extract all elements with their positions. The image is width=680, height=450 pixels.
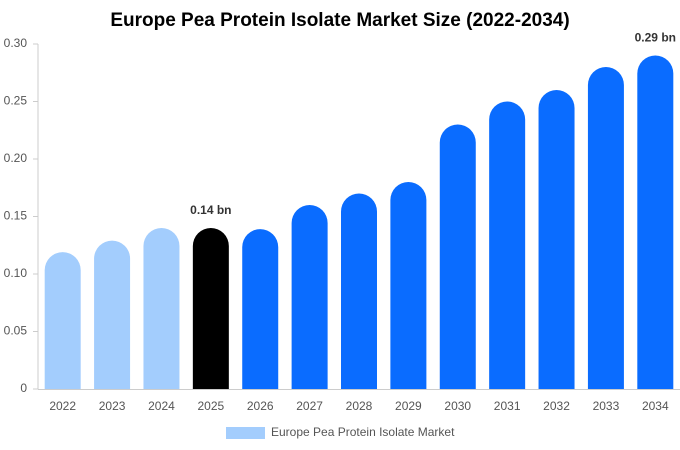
x-tick-label: 2023	[99, 399, 126, 413]
data-label: 0.29 bn	[635, 31, 676, 45]
bar	[242, 229, 279, 389]
y-tick-label: 0.15	[4, 209, 28, 223]
y-tick-label: 0.30	[4, 36, 28, 50]
x-tick-label: 2025	[197, 399, 224, 413]
x-tick-label: 2027	[296, 399, 323, 413]
bar	[341, 193, 377, 389]
bar	[44, 252, 81, 389]
data-label: 0.14 bn	[190, 203, 231, 217]
y-tick-label: 0.05	[4, 324, 28, 338]
y-tick-label: 0.10	[4, 266, 28, 280]
bar	[587, 67, 624, 389]
y-tick-label: 0.20	[4, 151, 28, 165]
x-tick-label: 2028	[346, 399, 373, 413]
bar	[143, 228, 180, 389]
x-tick-label: 2030	[444, 399, 471, 413]
bar	[439, 124, 476, 389]
x-tick-label: 2032	[543, 399, 570, 413]
bar	[637, 55, 674, 390]
legend-label: Europe Pea Protein Isolate Market	[271, 425, 455, 439]
x-tick-label: 2031	[494, 399, 521, 413]
bar	[192, 228, 229, 389]
y-tick-label: 0	[20, 381, 27, 395]
bar	[538, 90, 575, 389]
bar	[390, 182, 427, 389]
legend-swatch	[226, 427, 265, 439]
bar	[489, 101, 526, 389]
x-tick-label: 2029	[395, 399, 422, 413]
bar	[94, 240, 131, 389]
y-tick-label: 0.25	[4, 94, 28, 108]
x-tick-label: 2022	[49, 399, 76, 413]
bar	[291, 205, 328, 389]
x-tick-label: 2033	[593, 399, 620, 413]
x-tick-label: 2034	[642, 399, 669, 413]
x-tick-label: 2026	[247, 399, 274, 413]
chart-title: Europe Pea Protein Isolate Market Size (…	[110, 10, 569, 31]
x-tick-label: 2024	[148, 399, 175, 413]
